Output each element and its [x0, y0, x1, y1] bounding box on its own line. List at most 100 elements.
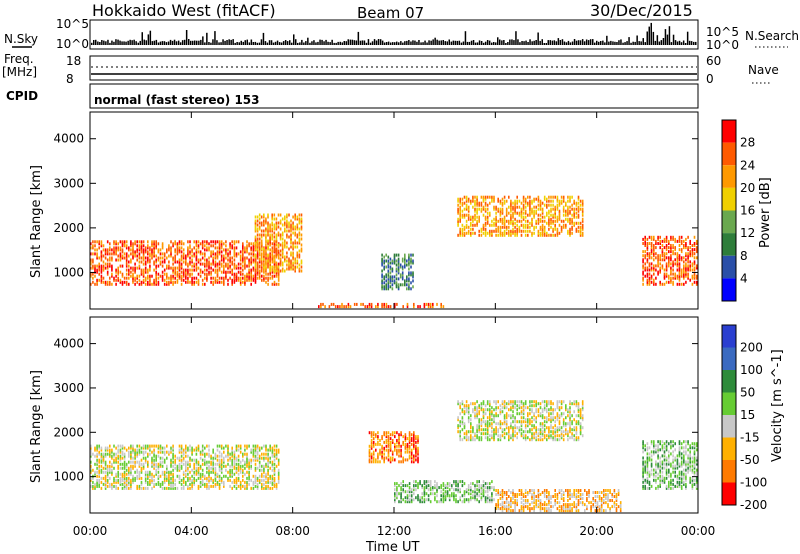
data-cell: [275, 456, 278, 460]
noise-bar: [151, 41, 154, 45]
data-cell: [476, 195, 478, 199]
data-cell: [404, 261, 406, 265]
data-cell: [155, 472, 157, 476]
data-cell: [548, 227, 550, 231]
data-cell: [166, 256, 168, 260]
data-cell: [271, 215, 273, 219]
data-cell: [476, 428, 478, 432]
data-cell: [372, 437, 375, 441]
data-cell: [495, 233, 497, 237]
noise-bar: [557, 38, 560, 45]
data-cell: [691, 262, 694, 266]
data-cell: [197, 240, 200, 244]
data-cell: [541, 209, 544, 213]
data-cell: [102, 454, 105, 458]
data-cell: [277, 272, 280, 276]
noise-bar: [123, 41, 125, 45]
data-cell: [96, 270, 98, 274]
data-cell: [281, 251, 284, 255]
data-cell: [524, 402, 527, 406]
data-cell: [208, 248, 210, 252]
data-cell: [206, 274, 208, 278]
data-cell: [558, 201, 561, 205]
data-cell: [98, 446, 100, 450]
data-cell: [300, 213, 303, 217]
data-cell: [153, 252, 155, 256]
data-cell: [260, 229, 263, 233]
data-cell: [271, 446, 274, 450]
data-cell: [113, 252, 115, 256]
data-cell: [231, 464, 233, 468]
noise-bar: [373, 39, 376, 45]
data-cell: [250, 242, 252, 246]
data-cell: [659, 282, 661, 286]
data-cell: [522, 203, 525, 207]
data-cell: [250, 248, 252, 252]
data-cell: [136, 254, 138, 258]
data-cell: [237, 468, 240, 472]
data-cell: [273, 468, 276, 472]
data-cell: [277, 480, 280, 484]
data-cell: [459, 215, 461, 219]
data-cell: [242, 276, 244, 280]
data-cell: [140, 242, 143, 246]
data-cell: [381, 275, 383, 279]
data-cell: [189, 246, 191, 250]
data-cell: [463, 227, 466, 231]
data-cell: [256, 237, 259, 241]
data-cell: [401, 275, 404, 279]
data-cell: [151, 444, 153, 448]
data-cell: [96, 460, 98, 464]
data-cell: [227, 452, 229, 456]
data-cell: [501, 203, 504, 207]
data-cell: [556, 430, 559, 434]
data-cell: [296, 253, 299, 257]
data-cell: [463, 225, 466, 229]
data-cell: [216, 274, 219, 278]
data-cell: [254, 468, 257, 472]
data-cell: [98, 444, 100, 448]
data-cell: [281, 231, 284, 235]
data-cell: [495, 408, 497, 412]
data-cell: [201, 246, 204, 250]
data-cell: [501, 422, 504, 426]
data-cell: [385, 287, 387, 291]
data-cell: [495, 412, 497, 416]
data-cell: [231, 460, 233, 464]
data-cell: [644, 268, 646, 272]
data-cell: [204, 264, 206, 268]
data-cell: [518, 420, 521, 424]
data-cell: [672, 264, 674, 268]
data-cell: [254, 225, 257, 229]
data-cell: [185, 272, 187, 276]
data-cell: [546, 404, 548, 408]
data-cell: [512, 426, 514, 430]
data-cell: [102, 466, 105, 470]
data-cell: [567, 229, 569, 233]
data-cell: [182, 458, 185, 462]
data-cell: [389, 440, 392, 444]
data-cell: [415, 458, 417, 462]
data-cell: [533, 404, 535, 408]
data-cell: [98, 242, 100, 246]
data-cell: [491, 406, 493, 410]
data-cell: [239, 484, 242, 488]
data-cell: [385, 444, 388, 448]
data-cell: [100, 266, 103, 270]
data-cell: [244, 486, 246, 490]
data-cell: [495, 400, 497, 404]
data-cell: [408, 287, 410, 291]
data-cell: [648, 278, 651, 282]
data-cell: [524, 219, 527, 223]
data-cell: [284, 243, 286, 247]
data-cell: [119, 476, 122, 480]
data-cell: [476, 223, 478, 227]
data-cell: [258, 478, 261, 482]
data-cell: [484, 233, 487, 237]
data-cell: [147, 280, 149, 284]
noise-bar: [181, 40, 184, 45]
data-cell: [176, 486, 179, 490]
data-cell: [180, 270, 183, 274]
data-cell: [558, 434, 561, 438]
data-cell: [381, 456, 383, 460]
